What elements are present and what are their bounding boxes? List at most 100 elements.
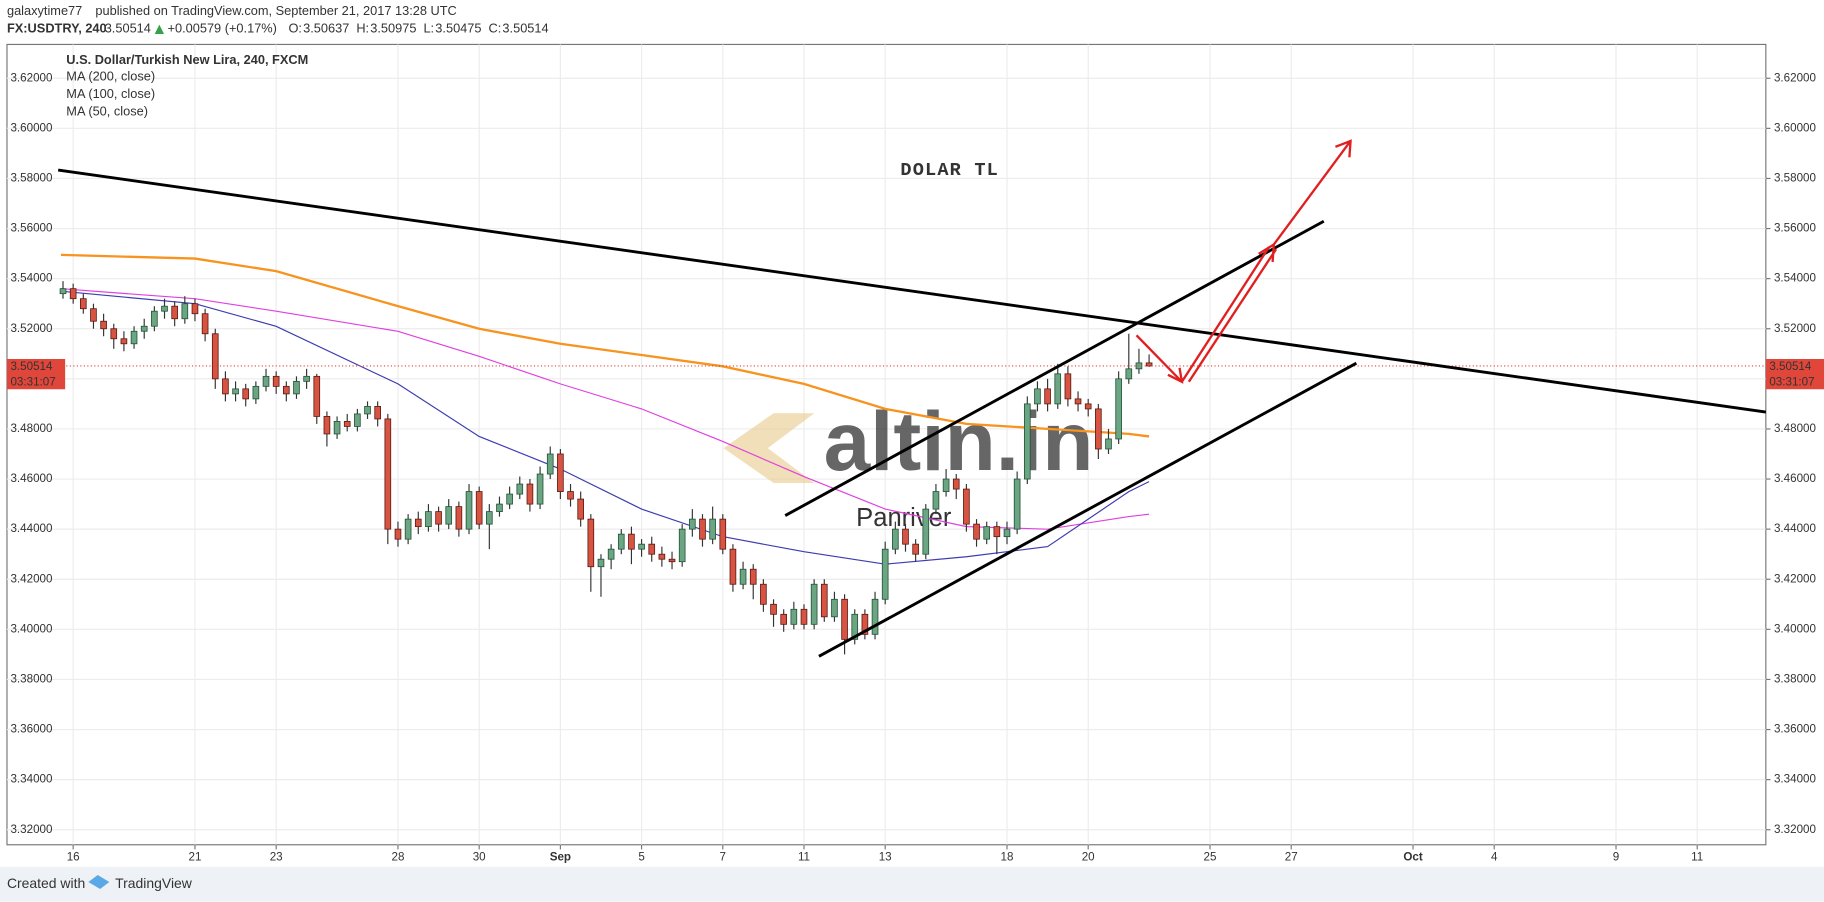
candle-body [871,598,879,635]
candle-body [841,598,848,640]
price: 3.50514 [105,21,151,36]
symbol: FX:USDTRY, 240 [7,21,107,36]
candle-body [496,503,503,513]
candle-body [283,385,290,395]
y-tick-label: 3.32000 [10,823,53,836]
candle-body [587,518,595,568]
candle-body [577,498,584,520]
price-tag-right [1765,358,1824,390]
candle-body [963,488,970,525]
author[interactable]: galaxytime77 [7,3,82,18]
candle-body [404,518,412,540]
trend-line [57,168,1767,414]
y-tick-label: 3.48000 [10,422,53,435]
up-triangle [154,24,165,34]
footer-bar [0,866,1824,902]
candle-body [201,313,209,335]
candle-body [790,608,798,625]
candle-body [536,473,544,505]
y-tick-label: 3.56000 [10,222,53,235]
candle-body [435,511,442,525]
price-tag-value: 3.50514 [1769,360,1812,373]
candle-body [983,526,991,540]
x-tick-label: 4 [1491,851,1498,864]
y-tick-label: 3.58000 [10,172,53,185]
candle-body [90,308,97,322]
y-tick-label-right: 3.60000 [1774,121,1817,134]
candle-body [59,288,67,295]
candle-body [800,608,808,625]
candle-body [323,416,331,435]
y-tick-label: 3.52000 [10,322,53,335]
candle-body [1064,373,1072,400]
candle-body [374,405,381,420]
candle-body [242,388,250,400]
candle-body [69,288,77,300]
legend-entry: MA (50, close) [66,103,148,118]
y-tick-label-right: 3.58000 [1774,172,1817,185]
y-tick-label-right: 3.34000 [1774,773,1817,786]
candle-body [425,511,432,528]
x-tick-label: 11 [798,851,810,864]
x-tick-label: 16 [67,851,80,864]
change: +0.00579 (+0.17%) [168,21,277,36]
candle-body [181,303,189,320]
candle-body [942,478,950,492]
candle-body [516,483,524,495]
candle-body [902,528,909,545]
candle-body [455,506,463,530]
channel-bottom [818,361,1358,658]
y-tick-label-right: 3.46000 [1774,472,1817,485]
brand-logo [88,875,110,889]
candle-body [1105,438,1112,450]
x-tick-label: 27 [1285,851,1298,864]
candle-body [780,613,788,625]
y-tick-label: 3.44000 [10,522,53,535]
candle-body [191,303,199,315]
candle-body [506,493,513,505]
candle-body [851,613,859,640]
candle-body [932,491,940,510]
candle-body [628,533,635,550]
y-tick-label-right: 3.42000 [1774,572,1817,585]
candle-body [1135,362,1143,370]
candle-body [597,558,605,568]
arrow [1272,140,1352,246]
y-tick-label-right: 3.38000 [1774,673,1817,686]
y-tick-label-right: 3.44000 [1774,522,1817,535]
created-with: Created with [7,875,85,891]
candle-body [445,506,453,525]
candle-body [414,518,422,528]
candle-body [709,518,716,540]
y-tick-label-right: 3.32000 [1774,823,1817,836]
quote-label: L: [423,21,434,36]
published: published on TradingView.com, September … [95,3,456,18]
x-tick-label: 20 [1082,851,1095,864]
quote-label: C: [488,21,501,36]
y-tick-label-right: 3.40000 [1774,622,1817,635]
candle-body [1095,408,1102,450]
arrow-head [1335,139,1352,158]
quote-label: H: [356,21,369,36]
candle-body [486,511,493,525]
candle-body [831,598,838,618]
candle-body [252,385,260,400]
quote-value: 3.50475 [435,21,481,36]
candle-body [120,338,128,345]
x-tick-label: 7 [720,851,726,864]
y-tick-label: 3.38000 [10,673,53,686]
y-tick-label: 3.60000 [10,121,53,134]
candle-body [689,518,696,530]
y-tick-label: 3.46000 [10,472,53,485]
candle-body [557,453,564,492]
candle-body [222,378,229,395]
candle-body [546,453,554,475]
arrows [1135,139,1352,384]
brand[interactable]: TradingView [115,875,193,891]
candle-body [1013,478,1021,530]
candle-body [262,375,270,387]
candle-body [668,558,676,563]
quote-value: 3.50975 [370,21,416,36]
